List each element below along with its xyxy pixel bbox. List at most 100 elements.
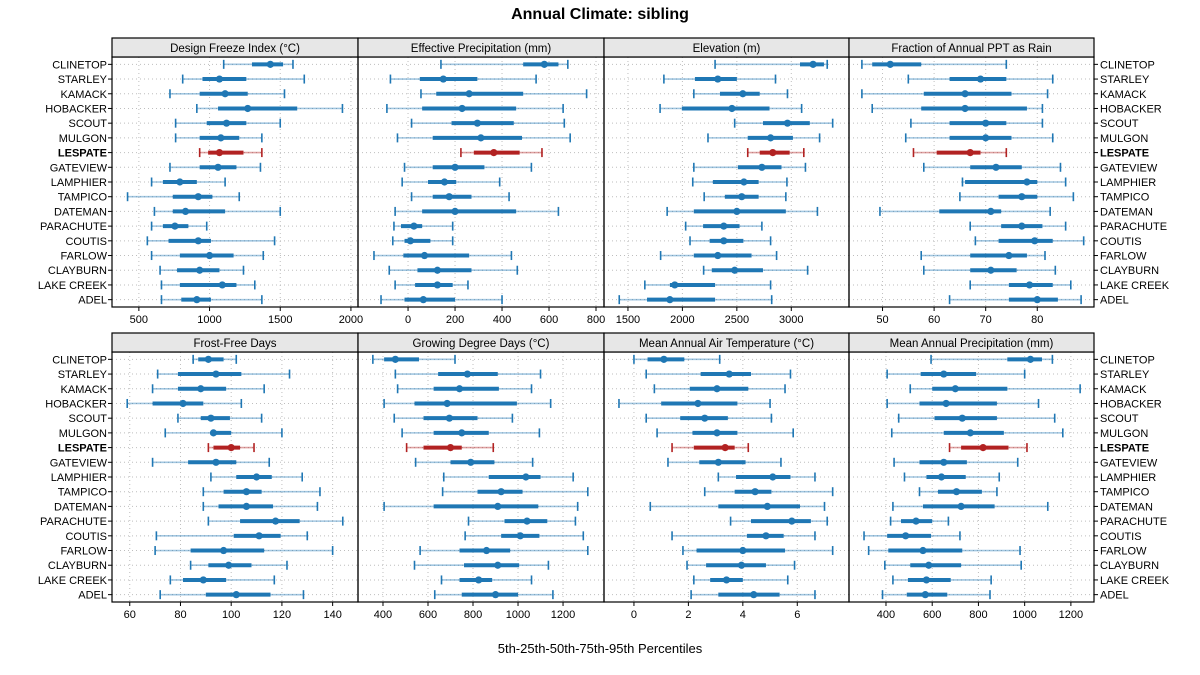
errorbar-coutis [146, 236, 276, 246]
x-tick-label: 0 [405, 314, 411, 326]
x-tick-label: 4 [740, 609, 746, 621]
median-dot [255, 532, 263, 540]
errorbar-coutis [464, 531, 585, 541]
errorbar-gateview [403, 162, 533, 172]
errorbar-lespate [207, 443, 255, 453]
x-tick-label: 140 [323, 609, 341, 621]
x-tick-label: 2500 [725, 314, 749, 326]
station-label-left: COUTIS [65, 531, 107, 543]
errorbar-tampico [441, 487, 589, 497]
median-dot [713, 429, 721, 437]
errorbar-dateman [879, 206, 1051, 216]
errorbar-clayburn [702, 265, 809, 275]
median-dot [925, 561, 933, 569]
station-label-right: FARLOW [1100, 251, 1147, 263]
median-dot [720, 237, 728, 245]
median-dot [738, 193, 746, 201]
errorbar-kamack [653, 384, 786, 394]
median-dot [1018, 222, 1026, 230]
median-dot [420, 251, 429, 260]
errorbar-farlow [682, 546, 834, 556]
median-dot [445, 193, 453, 201]
median-dot [809, 60, 817, 68]
median-dot [666, 296, 674, 304]
errorbar-lamphier [150, 177, 226, 187]
station-label-left: LAMPHIER [51, 472, 107, 484]
median-dot [976, 75, 985, 83]
median-dot [215, 148, 224, 157]
errorbar-farlow [154, 546, 334, 556]
median-dot [221, 90, 229, 98]
panel-title: Mean Annual Air Temperature (°C) [639, 338, 814, 350]
errorbar-starley [663, 74, 777, 84]
station-label-right: MULGON [1100, 133, 1148, 145]
median-dot [209, 429, 218, 437]
errorbar-adel [433, 590, 554, 600]
median-dot [763, 502, 771, 511]
median-dot [1033, 296, 1041, 304]
median-dot [219, 546, 228, 555]
x-tick-label: 1200 [551, 609, 575, 621]
station-label-right: HOBACKER [1100, 398, 1162, 410]
station-label-right: GATEVIEW [1100, 162, 1158, 174]
station-label-left: MULGON [59, 133, 107, 145]
errorbar-farlow [920, 251, 1046, 261]
median-dot [207, 414, 215, 422]
median-dot [737, 561, 746, 569]
errorbar-clayburn [388, 265, 519, 275]
station-label-right: CLINETOP [1100, 59, 1155, 71]
errorbar-kamack [151, 384, 265, 394]
errorbar-kamack [909, 384, 1081, 394]
median-dot [739, 546, 747, 555]
station-label-right: MULGON [1100, 428, 1148, 440]
median-dot [244, 104, 252, 113]
x-tick-label: 400 [374, 609, 392, 621]
errorbar-coutis [155, 531, 309, 541]
errorbar-parachute [729, 516, 829, 526]
median-dot [733, 207, 741, 216]
errorbar-mulgon [174, 133, 263, 143]
median-dot [196, 266, 204, 274]
errorbar-kamack [169, 89, 286, 99]
x-tick-label: 800 [969, 609, 987, 621]
median-dot [410, 222, 418, 230]
median-dot [445, 414, 453, 422]
median-dot [458, 429, 466, 437]
station-label-right: FARLOW [1100, 546, 1147, 558]
median-dot [987, 266, 995, 274]
median-dot [728, 104, 736, 113]
median-dot [1031, 237, 1039, 245]
station-label-left: KAMACK [61, 384, 108, 396]
errorbar-farlow [659, 251, 778, 261]
station-label-left: DATEMAN [54, 501, 107, 513]
median-dot [215, 75, 224, 83]
errorbar-parachute [467, 516, 577, 526]
median-dot [966, 429, 974, 437]
median-dot [912, 517, 920, 525]
station-label-right: SCOUT [1100, 118, 1139, 130]
station-label-left: CLAYBURN [48, 560, 107, 572]
errorbar-gateview [414, 457, 534, 467]
x-tick-label: 70 [980, 314, 992, 326]
chart-title: Annual Climate: sibling [511, 6, 689, 23]
errorbar-adel [881, 590, 991, 600]
median-dot [940, 370, 948, 378]
station-label-right: LAKE CREEK [1100, 280, 1170, 292]
panel-title: Mean Annual Precipitation (mm) [890, 338, 1054, 350]
median-dot [252, 473, 261, 481]
station-label-left: ADEL [78, 590, 107, 602]
errorbar-kamack [861, 89, 1049, 99]
median-dot [197, 385, 205, 393]
panel-title: Frost-Free Days [193, 338, 276, 350]
x-tick-label: 400 [877, 609, 895, 621]
median-dot [497, 488, 505, 496]
x-tick-label: 600 [540, 314, 558, 326]
errorbar-gateview [667, 457, 782, 467]
errorbar-dateman [394, 206, 560, 216]
errorbar-hobacker [886, 398, 1040, 408]
station-label-right: LAKE CREEK [1100, 575, 1170, 587]
median-dot [762, 532, 770, 540]
median-dot [750, 591, 758, 599]
